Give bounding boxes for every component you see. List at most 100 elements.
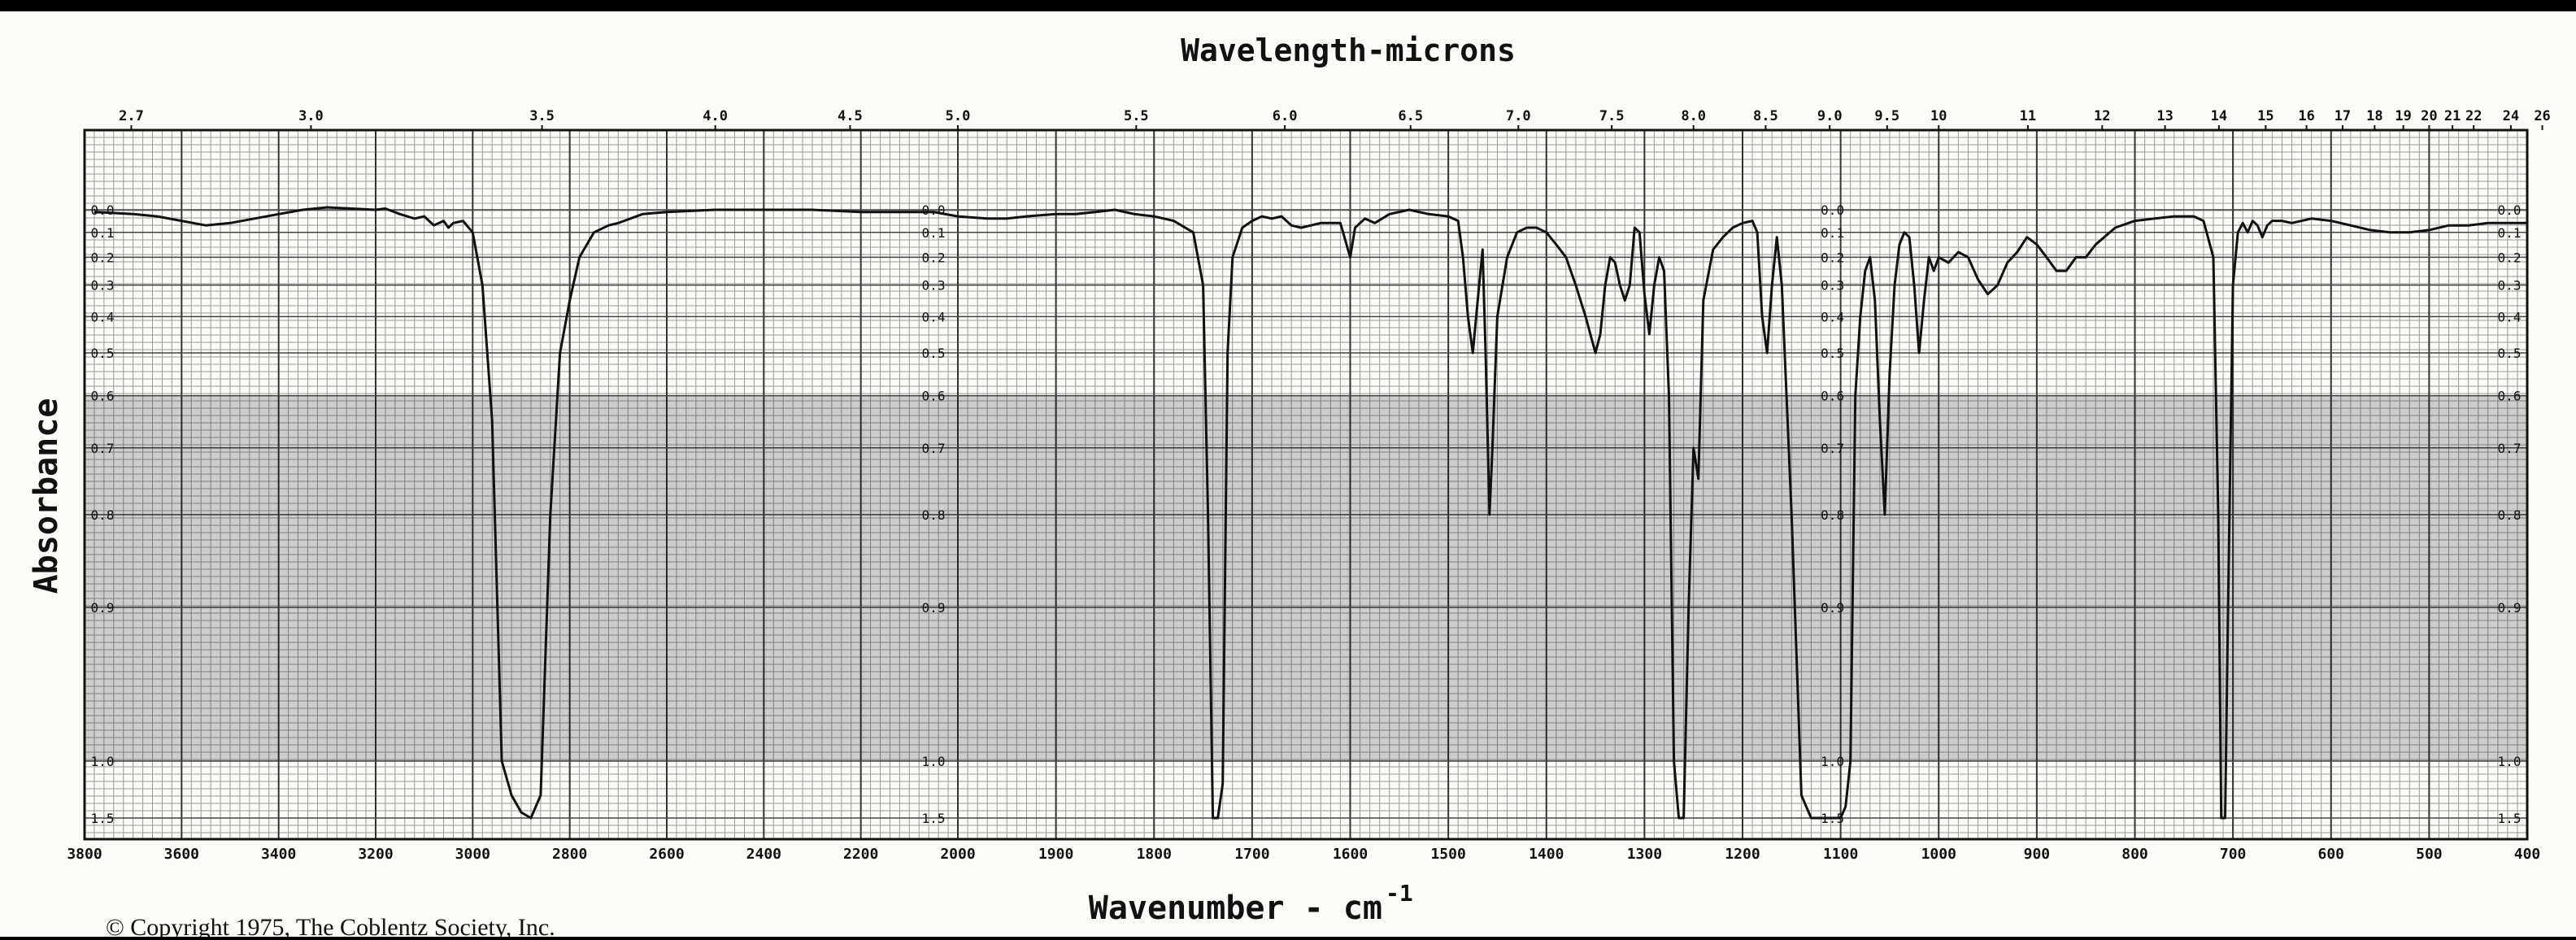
absorbance-tick-label: 0.5: [2498, 346, 2522, 361]
wavenumber-tick-label: 900: [2024, 846, 2051, 863]
micron-tick-label: 18: [2366, 108, 2382, 124]
micron-tick-label: 3.0: [298, 108, 324, 124]
absorbance-tick-label: 0.0: [1821, 202, 1844, 218]
micron-tick-label: 20: [2421, 108, 2437, 124]
wavenumber-tick-label: 600: [2317, 846, 2344, 863]
micron-tick-label: 5.5: [1124, 108, 1149, 124]
micron-tick-label: 17: [2334, 108, 2351, 124]
absorbance-tick-label: 0.0: [91, 202, 115, 218]
wavenumber-tick-label: 1600: [1333, 846, 1368, 863]
wavenumber-tick-label: 1800: [1137, 846, 1172, 863]
micron-tick-label: 19: [2395, 108, 2411, 124]
micron-tick-label: 15: [2257, 108, 2274, 124]
wavenumber-axis: 3800 3600 3400 3200 3000 2800 2600 2400 2200 2000…: [67, 846, 2540, 863]
wavenumber-tick-label: 800: [2121, 846, 2148, 863]
absorbance-tick-label: 0.6: [2498, 389, 2522, 404]
absorbance-tick-label: 0.7: [91, 441, 115, 456]
absorbance-tick-label: 0.2: [1821, 250, 1844, 265]
wavenumber-tick-label: 2400: [746, 846, 781, 863]
wavenumber-tick-label: 700: [2220, 846, 2247, 863]
copyright-notice: © Copyright 1975, The Coblentz Society, …: [106, 914, 555, 937]
wavenumber-tick-label: 500: [2416, 846, 2443, 863]
absorbance-tick-label: 0.6: [922, 389, 946, 404]
absorbance-tick-label: 1.0: [922, 754, 946, 769]
absorbance-tick-label: 0.7: [1821, 441, 1844, 456]
micron-tick-label: 3.5: [529, 108, 555, 124]
wavenumber-tick-label: 1000: [1921, 846, 1956, 863]
wavenumber-tick-label: 2800: [552, 846, 587, 863]
absorbance-tick-label: 0.9: [922, 600, 946, 616]
micron-axis: 2.7 3.0 3.5 4.0 4.5 5.0 5.5 6.0 6.5 7.0 7.5 8.0 8.5 9…: [119, 108, 2551, 130]
absorbance-tick-label: 1.0: [2498, 754, 2522, 769]
wavenumber-tick-label: 3800: [67, 846, 102, 863]
absorbance-tick-label: 0.2: [2498, 250, 2522, 265]
micron-tick-label: 9.0: [1817, 108, 1843, 124]
absorbance-trace: [94, 206, 2527, 820]
wavenumber-tick-label: 1400: [1529, 846, 1564, 863]
absorbance-tick-label: 0.8: [91, 507, 115, 523]
wavenumber-tick-label: 2000: [940, 846, 975, 863]
absorbance-tick-label: 1.5: [91, 811, 115, 826]
wavenumber-tick-label: 400: [2514, 846, 2541, 863]
micron-tick-label: 8.0: [1681, 108, 1706, 124]
absorbance-tick-label: 0.0: [922, 202, 946, 218]
absorbance-tick-label: 0.5: [91, 346, 115, 361]
shaded-band: [85, 395, 2527, 761]
micron-tick-label: 7.0: [1506, 108, 1531, 124]
micron-tick-label: 26: [2534, 108, 2550, 124]
absorbance-tick-label: 0.3: [922, 278, 946, 294]
absorbance-tick-label: 0.9: [2498, 600, 2522, 616]
absorbance-tick-label: 1.0: [1821, 754, 1844, 769]
micron-tick-label: 4.5: [838, 108, 863, 124]
absorbance-tick-label: 0.1: [922, 225, 946, 241]
micron-tick-label: 21: [2444, 108, 2461, 124]
absorbance-tick-label: 0.3: [1821, 278, 1844, 294]
absorbance-tick-label: 0.1: [1821, 225, 1844, 241]
absorbance-tick-label: 0.6: [91, 389, 115, 404]
micron-tick-label: 7.5: [1599, 108, 1625, 124]
wavenumber-tick-label: 1100: [1823, 846, 1858, 863]
absorbance-tick-label: 0.8: [1821, 507, 1844, 523]
micron-tick-label: 10: [1930, 108, 1947, 124]
y-axis-label: Absorbance: [28, 398, 65, 594]
micron-tick-label: 24: [2503, 108, 2519, 124]
wavenumber-tick-label: 3400: [261, 846, 296, 863]
micron-tick-label: 13: [2156, 108, 2173, 124]
micron-tick-label: 8.5: [1753, 108, 1778, 124]
micron-tick-label: 5.0: [946, 108, 971, 124]
absorbance-tick-label: 0.1: [91, 225, 115, 241]
major-grid: [84, 130, 2528, 839]
micron-tick-label: 4.0: [703, 108, 728, 124]
x-axis-label: Wavenumber - cm: [1089, 890, 1382, 927]
absorbance-tick-label: 0.4: [922, 309, 946, 324]
title-wavelength-microns: Wavelength-microns: [1181, 33, 1516, 68]
absorbance-tick-label: 1.0: [91, 754, 115, 769]
absorbance-tick-label: 0.1: [2498, 225, 2522, 241]
wavenumber-tick-label: 3200: [358, 846, 393, 863]
absorbance-tick-label: 0.7: [922, 441, 946, 456]
wavenumber-tick-label: 3000: [455, 846, 490, 863]
absorbance-tick-label: 0.4: [1821, 309, 1844, 324]
absorbance-tick-label: 0.0: [2498, 202, 2522, 218]
wavenumber-tick-label: 1300: [1627, 846, 1662, 863]
micron-tick-label: 6.0: [1273, 108, 1298, 124]
absorbance-tick-label: 0.2: [922, 250, 946, 265]
plot-frame: [83, 128, 2529, 841]
absorbance-tick-label: 0.8: [922, 507, 946, 523]
absorbance-tick-label: 0.4: [2498, 309, 2522, 324]
absorbance-tick-label: 0.3: [2498, 278, 2522, 294]
wavenumber-tick-label: 2200: [843, 846, 878, 863]
wavenumber-tick-label: 1500: [1430, 846, 1465, 863]
absorbance-tick-label: 0.9: [91, 600, 115, 616]
absorbance-tick-label: 0.5: [1821, 346, 1844, 361]
micron-tick-label: 12: [2094, 108, 2110, 124]
wavenumber-tick-label: 1900: [1038, 846, 1073, 863]
absorbance-axis: 0.0 0.1 0.2 0.3 0.4 0.5 0.6 0.7 0.8 0.9 1.0 1.5 0.0 0…: [91, 202, 2522, 826]
absorbance-tick-label: 1.5: [922, 811, 946, 826]
absorbance-tick-label: 0.8: [2498, 507, 2522, 523]
absorbance-tick-label: 0.7: [2498, 441, 2522, 456]
absorbance-tick-label: 0.6: [1821, 389, 1844, 404]
x-axis-label-superscript: -1: [1386, 880, 1413, 907]
absorbance-tick-label: 0.3: [91, 278, 115, 294]
